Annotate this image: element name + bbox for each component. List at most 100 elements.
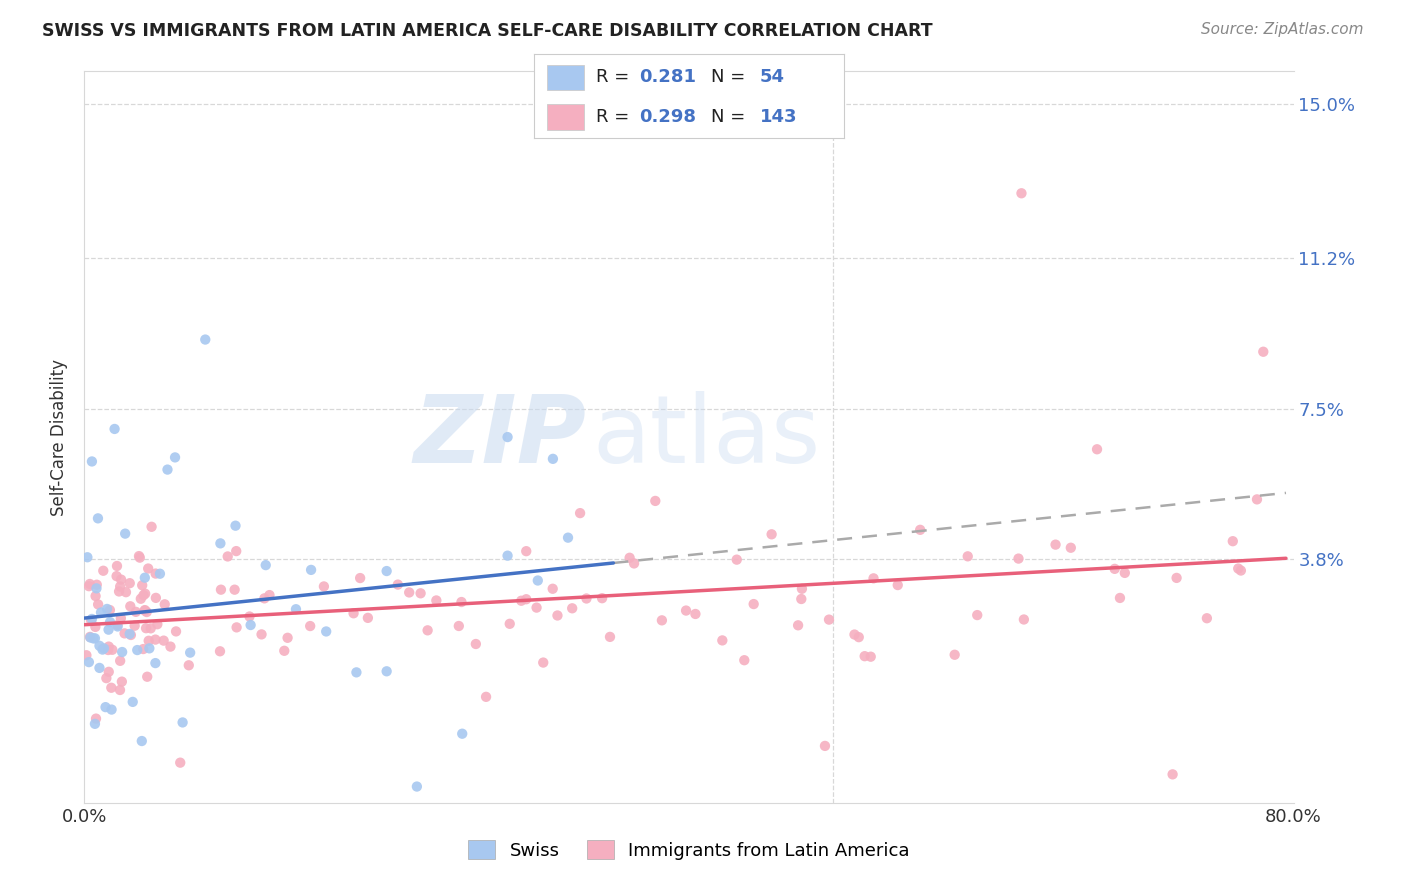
Point [273, 644, 295, 658]
Legend: Swiss, Immigrants from Latin America: Swiss, Immigrants from Latin America [461, 833, 917, 867]
Point [299, 619, 322, 633]
Point [145, 632, 167, 647]
Point [97, 643, 120, 657]
Point [134, 604, 156, 618]
Point [599, 630, 621, 644]
Point [1227, 561, 1250, 575]
Point [75, 648, 97, 663]
Point [139, 621, 162, 635]
Point [86, 582, 108, 596]
Point [725, 552, 748, 566]
FancyBboxPatch shape [547, 104, 583, 130]
Point [91, 564, 114, 578]
Point [97, 640, 120, 654]
Point [132, 642, 155, 657]
Text: 54: 54 [761, 69, 785, 87]
Point [475, 690, 498, 704]
Point [742, 597, 765, 611]
Point [120, 628, 142, 642]
Point [859, 649, 882, 664]
Point [138, 633, 160, 648]
Point [101, 642, 124, 657]
Point [105, 559, 128, 574]
Text: R =: R = [596, 108, 636, 126]
Point [848, 630, 870, 644]
Point [209, 582, 232, 597]
Point [111, 645, 134, 659]
Point [496, 549, 519, 563]
Point [733, 653, 755, 667]
Point [966, 608, 988, 623]
Point [425, 593, 447, 607]
Point [115, 585, 138, 599]
Point [114, 626, 136, 640]
Point [1246, 492, 1268, 507]
Point [526, 600, 548, 615]
Text: 143: 143 [761, 108, 797, 126]
Point [1012, 612, 1035, 626]
Point [97, 623, 120, 637]
Point [1060, 541, 1083, 555]
Point [76, 550, 98, 565]
Point [79, 631, 101, 645]
Point [569, 506, 592, 520]
Point [84, 620, 107, 634]
Point [87, 511, 110, 525]
Point [135, 621, 157, 635]
Point [546, 608, 568, 623]
Point [98, 603, 121, 617]
Point [79, 577, 101, 591]
Point [127, 643, 149, 657]
Point [84, 589, 107, 603]
Point [165, 624, 187, 639]
Point [134, 587, 156, 601]
Point [814, 739, 837, 753]
Point [80, 454, 103, 468]
Point [86, 578, 108, 592]
Point [149, 566, 172, 581]
Point [761, 527, 783, 541]
Point [90, 606, 112, 620]
Point [619, 550, 641, 565]
Point [105, 569, 128, 583]
Point [138, 641, 160, 656]
Point [129, 591, 152, 606]
Point [844, 627, 866, 641]
Point [1045, 538, 1067, 552]
Point [77, 579, 100, 593]
Point [94, 700, 117, 714]
Point [156, 462, 179, 476]
Point [118, 576, 141, 591]
Point [1085, 442, 1108, 457]
Point [499, 616, 522, 631]
Text: Source: ZipAtlas.com: Source: ZipAtlas.com [1201, 22, 1364, 37]
Point [110, 611, 132, 625]
Point [141, 520, 163, 534]
Point [254, 558, 277, 573]
Point [225, 544, 247, 558]
Point [409, 586, 432, 600]
Point [527, 574, 550, 588]
Point [1222, 534, 1244, 549]
Point [557, 531, 579, 545]
Point [651, 613, 673, 627]
Point [818, 613, 841, 627]
Point [1253, 344, 1275, 359]
Point [790, 592, 813, 607]
Point [179, 646, 201, 660]
Point [225, 620, 247, 634]
Point [908, 523, 931, 537]
Point [1109, 591, 1132, 605]
Point [108, 584, 131, 599]
Point [591, 591, 613, 606]
Point [194, 333, 217, 347]
Point [131, 578, 153, 592]
Text: SWISS VS IMMIGRANTS FROM LATIN AMERICA SELF-CARE DISABILITY CORRELATION CHART: SWISS VS IMMIGRANTS FROM LATIN AMERICA S… [42, 22, 932, 40]
Y-axis label: Self-Care Disability: Self-Care Disability [51, 359, 69, 516]
Point [80, 613, 103, 627]
Text: N =: N = [710, 69, 751, 87]
Point [531, 656, 554, 670]
Point [124, 618, 146, 632]
Point [169, 756, 191, 770]
Point [561, 601, 583, 615]
